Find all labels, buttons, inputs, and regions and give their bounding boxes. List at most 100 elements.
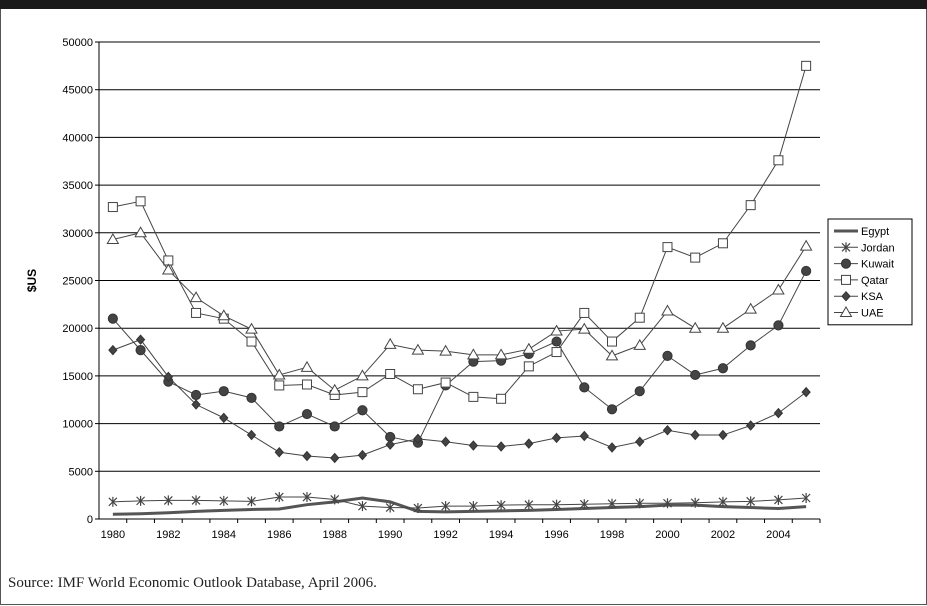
- data-point-qatar: [440, 377, 451, 388]
- line-chart: 0 5000 10000 15000 20000 25000 30000 35000 40000…: [25, 37, 913, 541]
- data-point-uae: [245, 322, 258, 334]
- legend-label-uae: UAE: [861, 308, 884, 320]
- x-tick-label: 1986: [267, 529, 291, 541]
- y-tick-label: 20000: [62, 323, 93, 335]
- x-tick-label: 1982: [156, 529, 180, 541]
- data-point-jordan: [607, 498, 617, 509]
- data-point-ksa: [413, 433, 423, 445]
- data-point-jordan: [663, 498, 672, 509]
- data-point-jordan: [302, 492, 312, 503]
- data-point-uae: [272, 368, 286, 380]
- x-tick-label: 1992: [433, 529, 457, 541]
- x-tick-label: 1994: [489, 529, 513, 541]
- y-axis-label: $US: [25, 269, 39, 292]
- y-tick-label: 5000: [69, 466, 93, 478]
- data-point-uae: [217, 309, 231, 321]
- data-point-uae: [605, 349, 619, 361]
- data-point-jordan: [801, 493, 811, 504]
- data-point-ksa: [440, 436, 451, 447]
- data-point-ksa: [524, 438, 534, 449]
- x-tick-label: 1984: [212, 529, 236, 541]
- data-point-jordan: [385, 502, 395, 513]
- data-point-ksa: [468, 440, 479, 451]
- source-note: Source: IMF World Economic Outlook Datab…: [8, 575, 377, 591]
- data-point-jordan: [635, 498, 645, 509]
- data-point-uae: [744, 302, 758, 314]
- data-point-kuwait: [301, 408, 313, 420]
- data-point-jordan: [579, 499, 589, 510]
- x-tick-label: 1998: [600, 529, 624, 541]
- y-tick-label: 35000: [62, 180, 93, 192]
- data-point-uae: [300, 360, 314, 372]
- top-bar: [0, 0, 927, 9]
- data-point-jordan: [441, 501, 451, 512]
- data-point-jordan: [136, 495, 146, 506]
- data-point-uae: [161, 263, 175, 275]
- data-point-uae: [772, 283, 785, 295]
- data-point-qatar: [523, 361, 534, 372]
- legend-box: [827, 218, 913, 326]
- data-point-kuwait: [329, 421, 340, 432]
- y-tick-label: 50000: [62, 37, 93, 49]
- data-point-ksa: [579, 430, 589, 442]
- data-point-qatar: [551, 347, 562, 358]
- data-point-uae: [522, 342, 536, 354]
- data-point-jordan: [773, 494, 783, 505]
- series-line-ksa: [112, 339, 807, 459]
- data-point-qatar: [717, 238, 728, 249]
- data-point-jordan: [330, 494, 340, 505]
- data-point-kuwait: [801, 265, 812, 277]
- data-point-qatar: [135, 196, 146, 207]
- data-point-ksa: [219, 412, 229, 424]
- data-point-ksa: [718, 429, 728, 441]
- legend-label-egypt: Egypt: [861, 226, 889, 238]
- data-point-qatar: [191, 307, 202, 318]
- data-point-uae: [494, 348, 508, 360]
- data-point-ksa: [773, 407, 784, 419]
- legend-label-ksa: KSA: [861, 291, 884, 303]
- data-point-kuwait: [357, 405, 368, 416]
- data-point-kuwait: [745, 340, 756, 351]
- series-line-kuwait: [112, 270, 807, 444]
- series-line-egypt: [112, 496, 807, 516]
- y-tick-label: 30000: [62, 228, 93, 240]
- data-point-ksa: [551, 432, 562, 444]
- legend-marker-jordan: [841, 242, 851, 253]
- data-point-uae: [328, 383, 342, 395]
- data-point-kuwait: [773, 320, 784, 331]
- data-point-qatar: [634, 312, 645, 323]
- data-point-ksa: [496, 441, 506, 452]
- data-point-qatar: [357, 387, 368, 398]
- data-point-kuwait: [190, 389, 202, 401]
- data-point-uae: [661, 304, 674, 316]
- data-point-jordan: [247, 496, 256, 507]
- data-point-jordan: [524, 499, 534, 510]
- data-point-uae: [688, 321, 702, 333]
- data-point-qatar: [301, 379, 312, 390]
- legend-marker-ksa: [841, 290, 851, 302]
- data-point-uae: [466, 348, 480, 360]
- data-point-jordan: [274, 492, 284, 503]
- data-point-ksa: [385, 439, 395, 450]
- legend-marker-qatar: [841, 274, 851, 285]
- data-point-ksa: [330, 452, 340, 464]
- data-point-uae: [799, 239, 813, 251]
- x-tick-label: 1996: [544, 529, 568, 541]
- y-tick-label: 25000: [62, 276, 93, 288]
- data-point-uae: [439, 344, 453, 356]
- x-tick-label: 2000: [655, 529, 679, 541]
- x-tick-label: 1980: [101, 529, 125, 541]
- data-point-ksa: [108, 344, 118, 356]
- data-point-jordan: [108, 496, 118, 507]
- data-point-kuwait: [246, 392, 257, 403]
- data-point-jordan: [718, 496, 728, 507]
- data-point-qatar: [662, 242, 673, 253]
- data-point-jordan: [690, 497, 700, 508]
- x-tick-label: 2004: [766, 529, 790, 541]
- legend-label-jordan: Jordan: [861, 242, 895, 254]
- data-point-qatar: [274, 380, 285, 391]
- data-point-uae: [356, 369, 369, 381]
- data-point-kuwait: [218, 386, 229, 397]
- data-point-kuwait: [634, 386, 645, 397]
- data-point-jordan: [163, 495, 173, 506]
